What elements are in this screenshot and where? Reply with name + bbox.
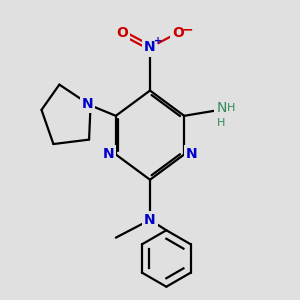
Text: +: + bbox=[154, 36, 162, 46]
Text: O: O bbox=[172, 26, 184, 40]
Text: N: N bbox=[216, 101, 226, 116]
Text: N: N bbox=[144, 40, 156, 55]
Text: N: N bbox=[186, 148, 197, 161]
Text: N: N bbox=[103, 148, 114, 161]
Text: N: N bbox=[82, 97, 93, 111]
Text: H: H bbox=[217, 118, 226, 128]
Text: −: − bbox=[181, 22, 193, 37]
Text: N: N bbox=[144, 213, 156, 227]
Text: O: O bbox=[116, 26, 128, 40]
Text: H: H bbox=[227, 103, 235, 113]
